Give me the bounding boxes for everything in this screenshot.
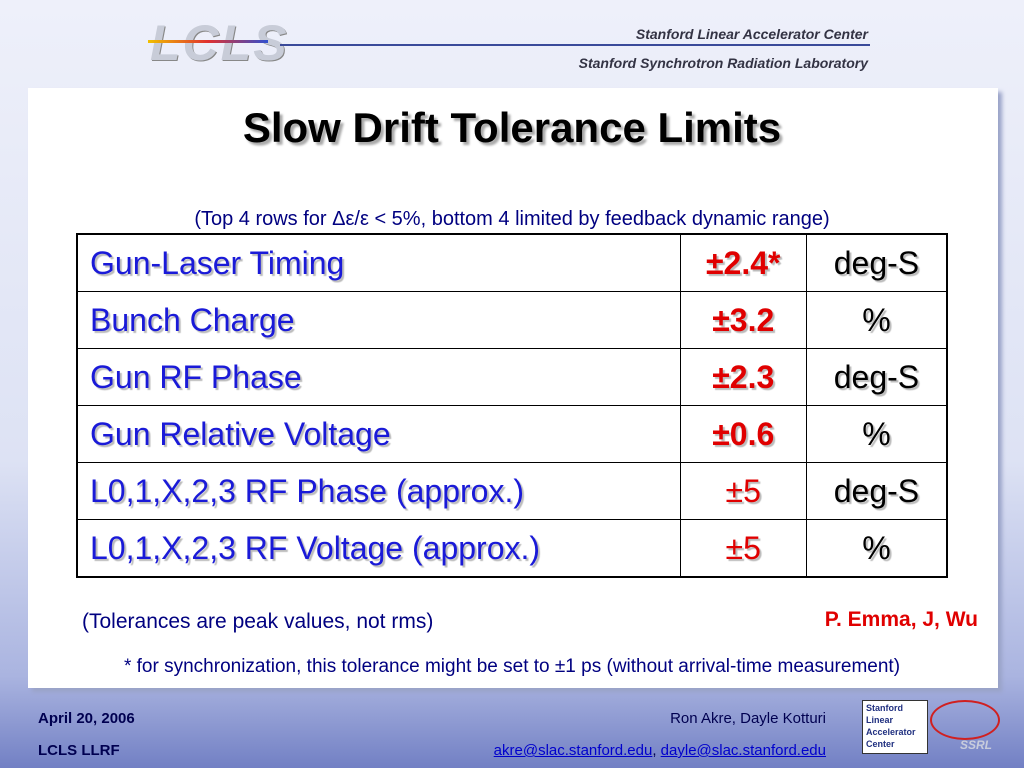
table-row: Gun-Laser Timing ±2.4* deg-S (76, 233, 948, 292)
unit-cell: % (805, 405, 948, 463)
unit-cell: deg-S (805, 348, 948, 406)
table-row: L0,1,X,2,3 RF Phase (approx.) ±5 deg-S (76, 462, 948, 520)
footnote: * for synchronization, this tolerance mi… (123, 656, 901, 677)
title: Slow Drift Tolerance Limits (242, 104, 782, 151)
date: April 20, 2006 (38, 710, 135, 727)
tolerance-cell: ±2.3 (679, 348, 807, 406)
emails: akre@slac.stanford.edu, dayle@slac.stanf… (494, 742, 826, 759)
table-row: Gun RF Phase ±2.3 deg-S (76, 348, 948, 406)
unit-cell: deg-S (805, 462, 948, 520)
project: LCLS LLRF (38, 742, 120, 759)
table-row: Bunch Charge ±3.2% (76, 291, 948, 349)
logo-line: Accelerator (866, 727, 916, 737)
unit-cell: deg-S (805, 233, 948, 292)
parameter-cell: L0,1,X,2,3 RF Voltage (approx.) (76, 519, 681, 578)
parameter-cell: Gun Relative Voltage (76, 405, 681, 463)
ssrl-logo: SSRL (960, 738, 993, 752)
logo-line: Linear (866, 715, 894, 725)
table-row: L0,1,X,2,3 RF Voltage (approx.) ±5% (76, 519, 948, 578)
authors: P. Emma, J, Wu (824, 608, 978, 631)
tolerance-cell: ±5 (679, 519, 807, 578)
parameter-cell: Gun RF Phase (76, 348, 681, 406)
unit-cell: % (805, 291, 948, 349)
logo-line: Stanford (866, 703, 903, 713)
note: (Tolerances are peak values, not rms) (82, 610, 434, 633)
email-link[interactable]: dayle@slac.stanford.edu (660, 742, 826, 759)
presenters: Ron Akre, Dayle Kotturi (670, 710, 826, 727)
logo-line: Center (866, 739, 895, 749)
org1: Stanford Linear Accelerator Center (635, 26, 868, 42)
slac-logo: Stanford Linear Accelerator Center (862, 700, 928, 754)
tolerance-cell: ±3.2 (679, 291, 807, 349)
ssrl-ring (930, 700, 1000, 740)
org2: Stanford Synchrotron Radiation Laborator… (578, 55, 868, 71)
logo-stripe (148, 40, 268, 43)
tolerance-cell: ±5 (679, 462, 807, 520)
parameter-cell: Bunch Charge (76, 291, 681, 349)
parameter-cell: Gun-Laser Timing (76, 233, 681, 292)
table-row: Gun Relative Voltage ±0.6% (76, 405, 948, 463)
header-rule (280, 44, 870, 46)
tolerance-cell: ±2.4* (679, 233, 807, 292)
tolerance-cell: ±0.6 (679, 405, 807, 463)
unit-cell: % (805, 519, 948, 578)
subtitle: (Top 4 rows for Δε/ε < 5%, bottom 4 limi… (194, 208, 830, 230)
email-link[interactable]: akre@slac.stanford.edu (493, 742, 653, 759)
parameter-cell: L0,1,X,2,3 RF Phase (approx.) (76, 462, 681, 520)
tolerance-table: Gun-Laser Timing ±2.4* deg-S Bunch Charge ±3… (76, 233, 948, 578)
separator: , (652, 742, 657, 759)
logo: LCLS (150, 15, 289, 71)
